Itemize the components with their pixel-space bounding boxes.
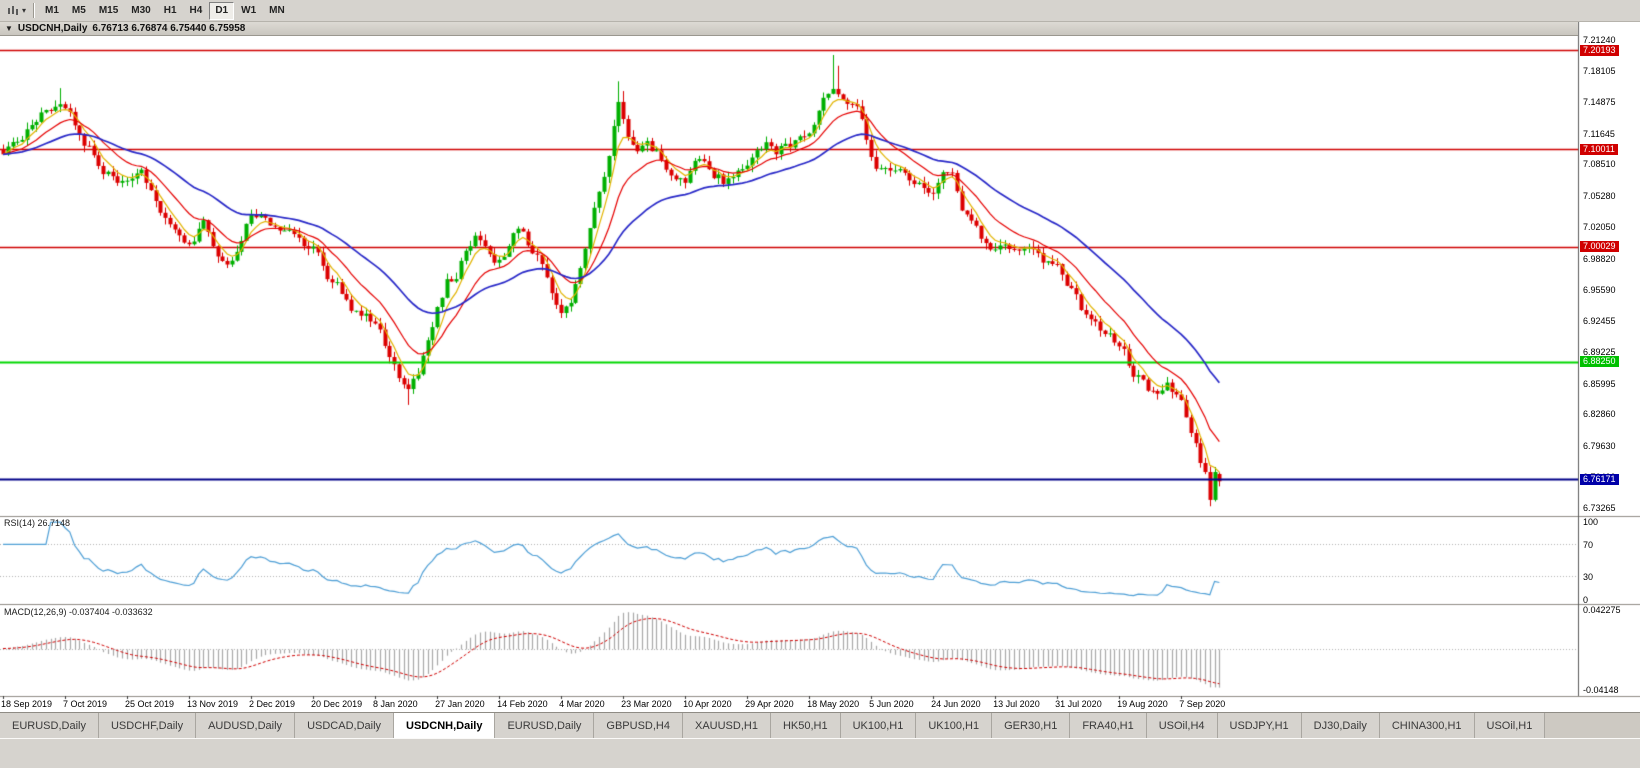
rsi-axis-label: 30: [1583, 571, 1594, 582]
toolbar: ▾ M1 M5 M15 M30 H1 H4 D1 W1 MN: [0, 0, 1640, 22]
rsi-axis-label: 0: [1583, 595, 1589, 605]
chart-tab-usoil-h1[interactable]: USOil,H1: [1474, 713, 1546, 738]
price-axis-label: 7.05280: [1583, 190, 1616, 201]
price-badge: 6.76171: [1580, 473, 1619, 485]
price-axis-label: 6.98820: [1583, 253, 1616, 264]
date-axis-label: 2 Dec 2019: [249, 699, 296, 709]
date-axis-label: 23 Mar 2020: [621, 699, 672, 709]
chart-tab-ger30-h1[interactable]: GER30,H1: [992, 713, 1071, 738]
timeframe-mn-button[interactable]: MN: [269, 5, 285, 16]
date-axis-label: 8 Jan 2020: [373, 699, 418, 709]
date-axis-label: 20 Dec 2019: [311, 699, 363, 709]
candlestick-chart-icon: [8, 5, 18, 15]
rsi-axis-label: 100: [1583, 517, 1599, 527]
macd-axis-label: 0.042275: [1583, 605, 1621, 615]
price-axis-label: 7.11645: [1583, 128, 1615, 139]
price-axis-label: 7.21240: [1583, 34, 1616, 45]
timeframe-m1-button[interactable]: M1: [45, 5, 59, 16]
timeframe-m15-button[interactable]: M15: [98, 5, 119, 16]
chart-tab-usdcad-daily[interactable]: USDCAD,Daily: [295, 713, 395, 738]
rsi-indicator-label: RSI(14) 26.7148: [4, 518, 71, 528]
price-axis-label: 6.82860: [1583, 409, 1616, 420]
chart-tab-xauusd-h1[interactable]: XAUUSD,H1: [682, 713, 771, 738]
price-axis-label: 6.85995: [1583, 378, 1616, 389]
date-axis-label: 18 May 2020: [807, 699, 860, 709]
date-axis-label: 14 Feb 2020: [497, 699, 548, 709]
chart-tab-gbpusd-h4[interactable]: GBPUSD,H4: [594, 713, 683, 738]
date-axis-label: 27 Jan 2020: [435, 699, 485, 709]
price-axis-label: 6.95590: [1583, 284, 1616, 295]
timeframe-m5-button[interactable]: M5: [71, 5, 86, 16]
chart-type-button[interactable]: ▾: [4, 2, 29, 20]
collapse-arrow-icon[interactable]: ▼: [5, 23, 13, 33]
date-axis-label: 10 Apr 2020: [683, 699, 732, 709]
date-axis-label: 31 Jul 2020: [1055, 699, 1102, 709]
price-axis-label: 6.79630: [1583, 440, 1616, 451]
chart-tab-eurusd-daily[interactable]: EURUSD,Daily: [495, 713, 595, 738]
macd-axis-label: -0.04148: [1583, 685, 1619, 695]
chart-tab-audusd-daily[interactable]: AUDUSD,Daily: [196, 713, 296, 738]
price-chart-canvas[interactable]: [0, 22, 1640, 712]
date-axis-label: 5 Jun 2020: [869, 699, 914, 709]
chart-tab-china300-h1[interactable]: CHINA300,H1: [1379, 713, 1475, 738]
chart-tab-usdcnh-daily[interactable]: USDCNH,Daily: [394, 713, 496, 738]
price-badge: 6.88250: [1580, 356, 1619, 368]
timeframe-d1-button[interactable]: D1: [209, 1, 235, 20]
chart-tab-fra40-h1[interactable]: FRA40,H1: [1070, 713, 1147, 738]
date-axis-label: 7 Oct 2019: [63, 699, 108, 709]
timeframe-h1-button[interactable]: H1: [163, 5, 177, 16]
chart-symbol-label: USDCNH,Daily: [17, 23, 88, 34]
price-axis-label: 6.89225: [1583, 347, 1616, 358]
chart-tab-usdjpy-h1[interactable]: USDJPY,H1: [1217, 713, 1302, 738]
chart-ohlc-values: 6.76713 6.76874 6.75440 6.75958: [92, 23, 246, 34]
timeframe-w1-button[interactable]: W1: [241, 5, 257, 16]
chart-tab-dj30-daily[interactable]: DJ30,Daily: [1301, 713, 1380, 738]
date-axis-label: 4 Mar 2020: [559, 699, 605, 709]
date-axis-label: 29 Apr 2020: [745, 699, 794, 709]
price-axis-label: 7.18105: [1583, 65, 1616, 76]
price-badge: 7.00029: [1580, 241, 1619, 253]
date-axis-label: 13 Nov 2019: [187, 699, 239, 709]
price-axis-label: 7.02050: [1583, 222, 1616, 233]
date-axis-label: 13 Jul 2020: [993, 699, 1040, 709]
date-axis-label: 19 Aug 2020: [1117, 699, 1168, 709]
price-axis-label: 7.08510: [1583, 159, 1616, 170]
chart-tab-uk100-h1[interactable]: UK100,H1: [916, 713, 993, 738]
timeframe-group: M1 M5 M15 M30 H1 H4 D1 W1 MN: [39, 1, 291, 20]
timeframe-m30-button[interactable]: M30: [131, 5, 151, 16]
chart-tab-bar: EURUSD,Daily USDCHF,Daily AUDUSD,Daily USDC…: [0, 712, 1640, 738]
date-axis-label: 7 Sep 2020: [1179, 699, 1226, 709]
price-axis-label: 7.14875: [1583, 97, 1616, 108]
date-axis-label: 18 Sep 2019: [1, 699, 53, 709]
chart-tab-hk50-h1[interactable]: HK50,H1: [770, 713, 841, 738]
chart-tab-eurusd-daily[interactable]: EURUSD,Daily: [0, 713, 99, 738]
toolbar-separator: [33, 3, 36, 18]
price-badge: 7.10011: [1580, 143, 1618, 155]
chart-tab-usdchf-daily[interactable]: USDCHF,Daily: [98, 713, 197, 738]
dropdown-caret-icon: ▾: [22, 5, 27, 15]
rsi-axis-label: 70: [1583, 540, 1594, 551]
chart-tab-uk100-h1[interactable]: UK100,H1: [840, 713, 917, 738]
price-axis-label: 6.73265: [1583, 502, 1616, 513]
date-axis-label: 24 Jun 2020: [931, 699, 981, 709]
timeframe-h4-button[interactable]: H4: [189, 5, 203, 16]
chart-window: ▼ USDCNH,Daily 6.76713 6.76874 6.75440 6…: [0, 22, 1640, 712]
chart-title-bar[interactable]: ▼ USDCNH,Daily 6.76713 6.76874 6.75440 6…: [0, 22, 1578, 36]
status-bar: [0, 738, 1640, 768]
date-axis-label: 25 Oct 2019: [125, 699, 175, 709]
chart-tab-usoil-h4[interactable]: USOil,H4: [1146, 713, 1218, 738]
macd-indicator-label: MACD(12,26,9) -0.037404 -0.033632: [4, 607, 153, 617]
price-axis-label: 6.92455: [1583, 315, 1616, 326]
price-badge: 7.20193: [1580, 44, 1619, 56]
